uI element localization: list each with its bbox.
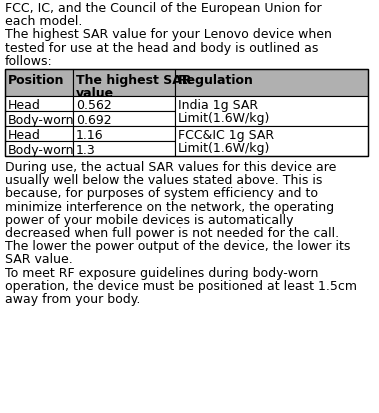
Text: 0.562: 0.562 <box>76 99 112 112</box>
Text: 0.692: 0.692 <box>76 114 112 127</box>
Text: FCC&IC 1g SAR: FCC&IC 1g SAR <box>178 129 274 142</box>
Bar <box>73 112 175 127</box>
Bar <box>5 127 73 142</box>
Text: India 1g SAR: India 1g SAR <box>178 99 258 112</box>
Bar <box>73 97 175 112</box>
Text: operation, the device must be positioned at least 1.5cm: operation, the device must be positioned… <box>5 279 357 292</box>
Bar <box>73 142 175 157</box>
Text: away from your body.: away from your body. <box>5 292 140 305</box>
Text: SAR value.: SAR value. <box>5 253 73 266</box>
Text: During use, the actual SAR values for this device are: During use, the actual SAR values for th… <box>5 161 337 173</box>
Text: Position: Position <box>8 74 64 87</box>
Text: follows:: follows: <box>5 55 53 68</box>
Text: tested for use at the head and body is outlined as: tested for use at the head and body is o… <box>5 41 318 55</box>
Text: Limit(1.6W/kg): Limit(1.6W/kg) <box>178 142 270 154</box>
Bar <box>175 127 368 157</box>
Bar <box>73 70 175 97</box>
Text: Body-worn: Body-worn <box>8 114 75 127</box>
Text: value: value <box>76 87 114 100</box>
Text: each model.: each model. <box>5 15 82 28</box>
Text: The highest SAR: The highest SAR <box>76 74 191 87</box>
Bar <box>5 142 73 157</box>
Bar <box>5 70 73 97</box>
Bar <box>5 70 368 157</box>
Text: 1.3: 1.3 <box>76 144 96 157</box>
Bar <box>175 70 368 97</box>
Bar <box>5 97 73 112</box>
Text: Head: Head <box>8 129 41 142</box>
Text: 1.16: 1.16 <box>76 129 103 142</box>
Bar <box>73 127 175 142</box>
Text: Regulation: Regulation <box>178 74 254 87</box>
Text: decreased when full power is not needed for the call.: decreased when full power is not needed … <box>5 226 339 240</box>
Text: To meet RF exposure guidelines during body-worn: To meet RF exposure guidelines during bo… <box>5 266 318 279</box>
Text: usually well below the values stated above. This is: usually well below the values stated abo… <box>5 174 323 187</box>
Text: FCC, IC, and the Council of the European Union for: FCC, IC, and the Council of the European… <box>5 2 322 15</box>
Text: Body-worn: Body-worn <box>8 144 75 157</box>
Text: Head: Head <box>8 99 41 112</box>
Text: because, for purposes of system efficiency and to: because, for purposes of system efficien… <box>5 187 318 200</box>
Bar <box>175 97 368 127</box>
Text: The lower the power output of the device, the lower its: The lower the power output of the device… <box>5 240 350 253</box>
Text: minimize interference on the network, the operating: minimize interference on the network, th… <box>5 200 334 213</box>
Text: The highest SAR value for your Lenovo device when: The highest SAR value for your Lenovo de… <box>5 28 332 41</box>
Bar <box>5 112 73 127</box>
Text: power of your mobile devices is automatically: power of your mobile devices is automati… <box>5 213 293 226</box>
Text: Limit(1.6W/kg): Limit(1.6W/kg) <box>178 112 270 125</box>
